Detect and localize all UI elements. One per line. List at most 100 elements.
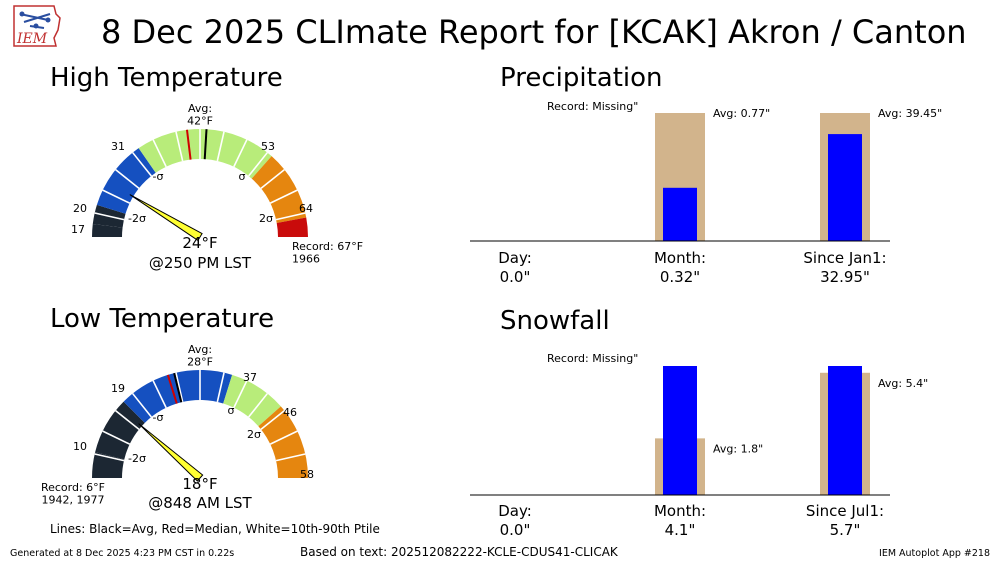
percentile-line (152, 139, 167, 168)
gauge-title: High Temperature (50, 63, 283, 93)
percentile-line (175, 372, 184, 403)
observed-value-label: 32.95" (820, 268, 870, 286)
avg-line (203, 129, 208, 160)
value-pointer (138, 423, 204, 482)
gauge-title: Low Temperature (50, 304, 274, 334)
observed-value-label: 5.7" (830, 521, 861, 539)
percentile-line (94, 212, 125, 221)
average-label: Avg: 39.45" (878, 107, 942, 120)
precipitation-chart: Precipitation Day:0.0" Avg: 0.77" Month:0.3… (470, 63, 942, 286)
iem-logo: IEM (13, 5, 61, 47)
gauge-low-temperature: Low Temperature 10 19 37 46 58 -2σ -σ σ 2σ Avg: 28°… (41, 304, 314, 512)
record-label: Record: 67°F 1966 (292, 240, 363, 266)
category-label: Since Jan1: (803, 249, 886, 267)
logo-text: IEM (16, 31, 48, 47)
generated-timestamp: Generated at 8 Dec 2025 4:23 PM CST in 0… (10, 548, 235, 559)
app-label: IEM Autoplot App #218 (879, 548, 990, 559)
record-label: Record: 6°F 1942, 1977 (41, 481, 105, 507)
percentile-line (248, 393, 268, 418)
tick-label: 17 (71, 223, 85, 236)
gauge-high-temperature: High Temperature 17 20 31 53 64 -2σ -σ σ 2σ Avg: 42… (50, 63, 363, 272)
observed-bar (828, 366, 862, 495)
sigma-label: σ (228, 404, 235, 417)
value-label: 24°F (182, 234, 217, 252)
record-label: Record: Missing" (547, 352, 638, 365)
category-label: Month: (654, 502, 706, 520)
observed-value-label: 0.32" (660, 268, 700, 286)
sigma-label: -σ (153, 170, 164, 183)
tick-label: 37 (243, 371, 257, 384)
category-label: Day: (498, 249, 532, 267)
band-below-sigma (123, 370, 233, 423)
tick-label: 20 (73, 202, 87, 215)
tick-label: 46 (283, 406, 297, 419)
band-above-sigma (258, 406, 308, 478)
percentile-line (233, 380, 248, 409)
sigma-label: -2σ (128, 212, 146, 225)
category-label: Month: (654, 249, 706, 267)
band-above-sigma (251, 156, 307, 223)
observed-bar (828, 134, 862, 241)
tick-label: 10 (73, 440, 87, 453)
record-label: Record: Missing" (547, 100, 638, 113)
average-label: Avg: 0.77" (713, 107, 770, 120)
sigma-label: -σ (153, 411, 164, 424)
average-label: Avg: 1.8" (713, 442, 763, 455)
sigma-label: 2σ (259, 212, 273, 225)
avg-line (173, 372, 183, 403)
percentile-line (132, 152, 152, 177)
percentile-line (216, 372, 225, 403)
time-label: @250 PM LST (149, 254, 252, 272)
average-label: Avg: 5.4" (878, 377, 928, 390)
time-label: @848 AM LST (148, 494, 252, 512)
tick-label: 31 (111, 140, 125, 153)
avg-label: Avg: 28°F (187, 343, 213, 369)
tick-label: 64 (299, 202, 313, 215)
value-label: 18°F (182, 475, 217, 493)
source-text: Based on text: 202512082222-KCLE-CDUS41-… (300, 545, 618, 559)
percentile-line (115, 169, 140, 189)
band-below-2sigma (92, 223, 123, 237)
snowfall-chart: Snowfall Day:0.0" Avg: 1.8" Month:4.1" Avg: … (470, 306, 928, 539)
percentile-line (269, 430, 298, 445)
percentile-line (152, 380, 167, 409)
sigma-label: 2σ (247, 428, 261, 441)
value-pointer (129, 194, 203, 242)
band-above-2sigma (276, 217, 308, 237)
observed-bar (663, 187, 697, 241)
percentile-line (102, 189, 131, 204)
page-title: 8 Dec 2025 CLImate Report for [KCAK] Akr… (101, 13, 967, 51)
percentile-line (115, 410, 140, 430)
percentile-line (216, 131, 225, 162)
sigma-label: -2σ (128, 452, 146, 465)
percentile-line (132, 393, 152, 418)
percentile-line (94, 453, 125, 462)
bar-chart-title: Precipitation (500, 63, 663, 93)
category-label: Day: (498, 502, 532, 520)
band-normal (223, 374, 281, 427)
percentile-line (269, 189, 298, 204)
tick-label: 53 (261, 140, 275, 153)
legend-note: Lines: Black=Avg, Red=Median, White=10th… (50, 522, 380, 536)
percentile-line (175, 131, 184, 162)
percentile-line (275, 453, 306, 462)
observed-bar (663, 366, 697, 495)
band-below-sigma (96, 148, 156, 214)
percentile-line (102, 430, 131, 445)
percentile-line (260, 410, 285, 430)
band-below-2sigma (95, 401, 145, 460)
tick-label: 58 (300, 468, 314, 481)
observed-value-label: 0.0" (500, 521, 531, 539)
median-line (166, 374, 178, 404)
tick-label: 19 (111, 382, 125, 395)
percentile-line (248, 152, 268, 177)
observed-value-label: 0.0" (500, 268, 531, 286)
bar-chart-title: Snowfall (500, 306, 610, 336)
category-label: Since Jul1: (806, 502, 884, 520)
avg-label: Avg: 42°F (187, 102, 213, 128)
percentile-line (233, 139, 248, 168)
percentile-line (260, 169, 285, 189)
sigma-label: σ (239, 170, 246, 183)
median-line (185, 129, 192, 160)
